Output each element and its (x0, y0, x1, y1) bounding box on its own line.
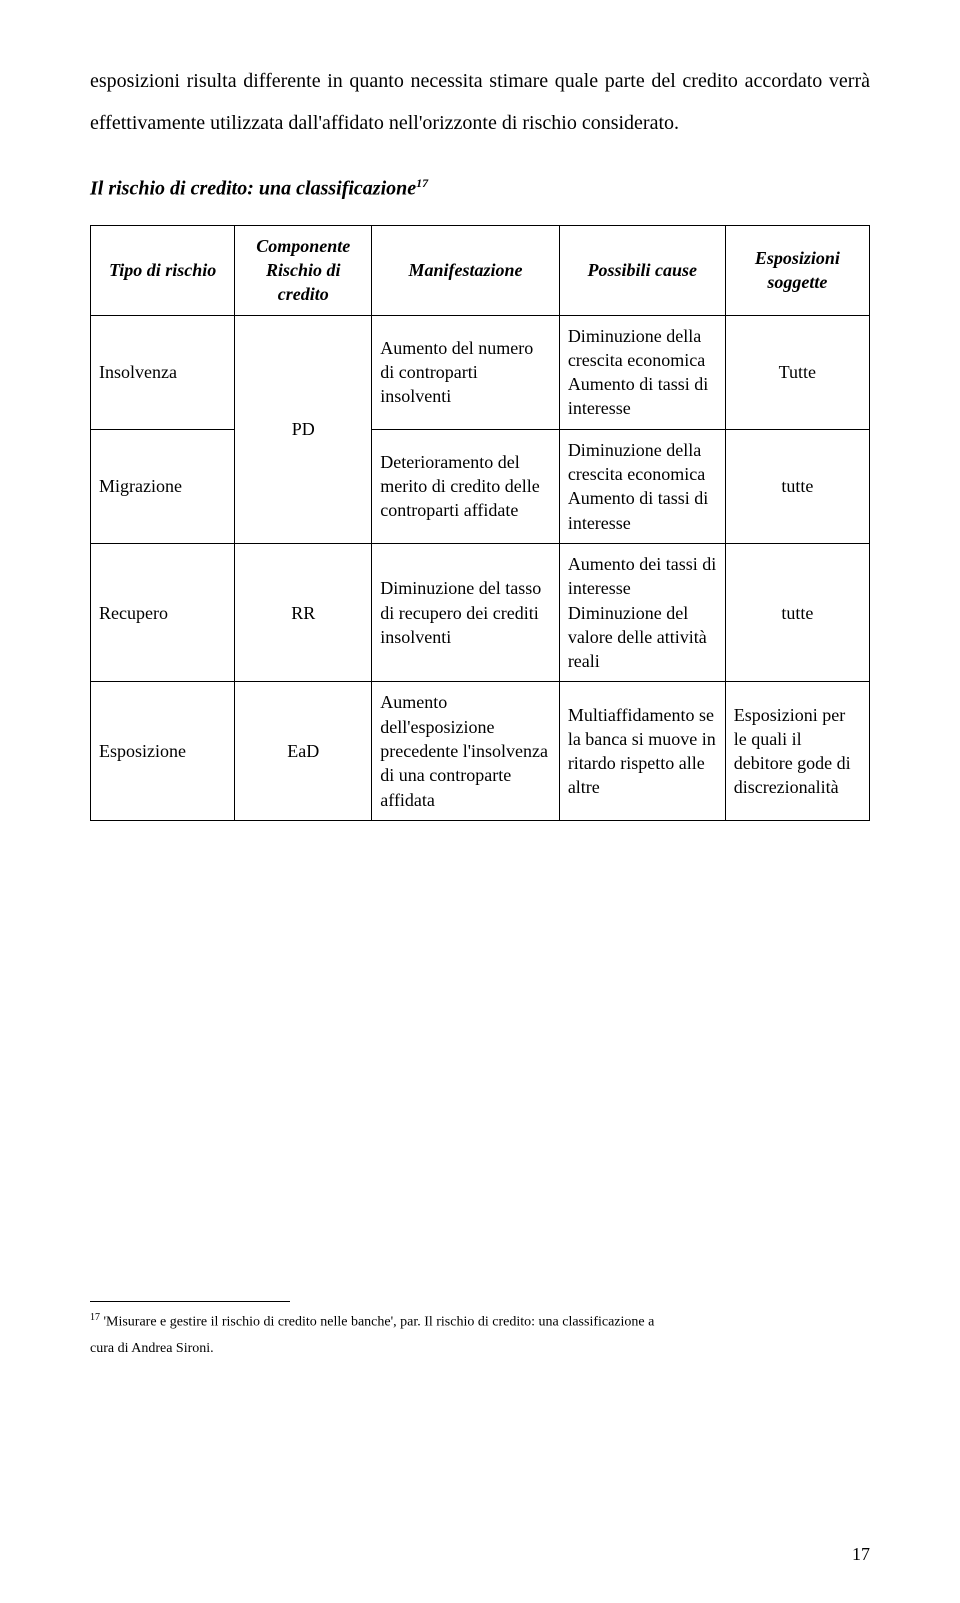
cell-tipo-insolvenza: Insolvenza (91, 315, 235, 429)
page-number: 17 (852, 1544, 870, 1565)
cell-componente-rr: RR (235, 543, 372, 681)
cell-cause-4: Multiaffidamento se la banca si muove in… (559, 682, 725, 820)
footnote-ref-17: 17 (416, 176, 428, 190)
cell-manifestazione-1: Aumento del numero di controparti insolv… (372, 315, 560, 429)
cell-cause-2: Diminuzione della crescita economica Aum… (559, 429, 725, 543)
document-page: esposizioni risulta differente in quanto… (0, 0, 960, 1603)
th-cause: Possibili cause (559, 225, 725, 315)
footnote-number: 17 (90, 1312, 100, 1323)
intro-paragraph: esposizioni risulta differente in quanto… (90, 60, 870, 144)
cell-tipo-migrazione: Migrazione (91, 429, 235, 543)
cell-manifestazione-3: Diminuzione del tasso di recupero dei cr… (372, 543, 560, 681)
section-title-text: Il rischio di credito: una classificazio… (90, 178, 416, 200)
table-row: Insolvenza PD Aumento del numero di cont… (91, 315, 870, 429)
footnote-separator (90, 1301, 290, 1302)
classification-table: Tipo di rischio Componente Rischio di cr… (90, 225, 870, 821)
footnote-17: 17 'Misurare e gestire il rischio di cre… (90, 1308, 870, 1363)
cell-tipo-recupero: Recupero (91, 543, 235, 681)
th-esposizioni: Esposizioni soggette (725, 225, 869, 315)
th-componente: Componente Rischio di credito (235, 225, 372, 315)
cell-componente-ead: EaD (235, 682, 372, 820)
cell-manifestazione-4: Aumento dell'esposizione precedente l'in… (372, 682, 560, 820)
cell-esposizioni-1: Tutte (725, 315, 869, 429)
table-header-row: Tipo di rischio Componente Rischio di cr… (91, 225, 870, 315)
section-title: Il rischio di credito: una classificazio… (90, 176, 870, 201)
cell-componente-pd: PD (235, 315, 372, 543)
table-row: Migrazione Deterioramento del merito di … (91, 429, 870, 543)
footnote-text-2: cura di Andrea Sironi. (90, 1341, 214, 1356)
cell-cause-3: Aumento dei tassi di interesse Diminuzio… (559, 543, 725, 681)
cell-esposizioni-4: Esposizioni per le quali il debitore god… (725, 682, 869, 820)
cell-tipo-esposizione: Esposizione (91, 682, 235, 820)
table-row: Recupero RR Diminuzione del tasso di rec… (91, 543, 870, 681)
cell-esposizioni-3: tutte (725, 543, 869, 681)
th-tipo: Tipo di rischio (91, 225, 235, 315)
cell-cause-1: Diminuzione della crescita economica Aum… (559, 315, 725, 429)
table-row: Esposizione EaD Aumento dell'esposizione… (91, 682, 870, 820)
cell-manifestazione-2: Deterioramento del merito di credito del… (372, 429, 560, 543)
th-manifestazione: Manifestazione (372, 225, 560, 315)
footnote-text-1: 'Misurare e gestire il rischio di credit… (100, 1315, 654, 1330)
cell-esposizioni-2: tutte (725, 429, 869, 543)
